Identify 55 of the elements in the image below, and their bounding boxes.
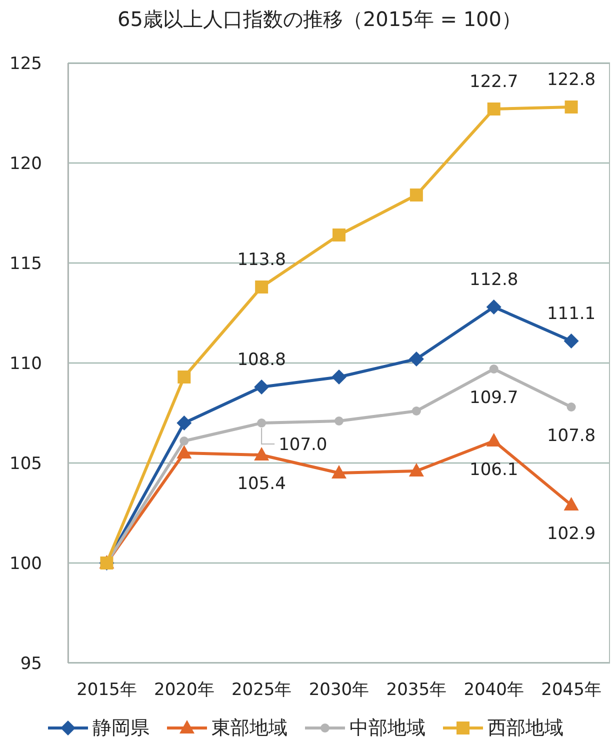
data-label: 122.7 (470, 72, 518, 92)
point (332, 370, 346, 384)
x-tick-label: 2015年 (76, 680, 137, 700)
point (410, 188, 423, 202)
y-tick-label: 120 (10, 154, 42, 174)
point (564, 334, 579, 348)
point (412, 406, 421, 416)
point (564, 100, 578, 114)
point (486, 433, 502, 446)
y-tick-label: 125 (10, 54, 42, 74)
point (254, 380, 270, 394)
y-tick-label: 115 (10, 254, 42, 274)
y-tick-label: 105 (10, 454, 42, 474)
point (332, 228, 346, 242)
chart-title: 65歳以上人口指数の推移（2015年 = 100） (116, 6, 522, 33)
legend-label: 静岡県 (92, 716, 150, 741)
data-label: 102.9 (546, 524, 596, 544)
x-tick-label: 2040年 (464, 680, 524, 700)
legend-label: 西部地域 (488, 716, 564, 741)
data-label: 106.1 (470, 460, 518, 480)
data-label: 113.8 (237, 250, 286, 270)
x-tick-label: 2030年 (308, 680, 370, 700)
data-label: 122.8 (546, 70, 596, 90)
data-label: 109.7 (470, 388, 518, 408)
y-tick-label: 95 (20, 654, 42, 674)
point (486, 300, 502, 314)
y-tick-label: 110 (10, 354, 42, 374)
point (487, 102, 500, 116)
point (334, 416, 344, 426)
point (180, 436, 189, 446)
point (255, 280, 268, 294)
point (257, 418, 266, 428)
point (178, 370, 191, 384)
point (176, 445, 192, 458)
point (332, 465, 346, 478)
data-label: 107.8 (546, 426, 596, 446)
point (564, 497, 579, 510)
legend-label: 東部地域 (212, 716, 288, 741)
x-tick-label: 2020年 (154, 680, 214, 700)
x-tick-label: 2045年 (541, 680, 602, 700)
point (408, 463, 424, 476)
y-tick-label: 100 (10, 554, 42, 574)
data-label: 111.1 (546, 304, 596, 324)
x-tick-label: 2025年 (231, 680, 292, 700)
point (408, 352, 424, 366)
point (566, 402, 576, 412)
data-label: 107.0 (278, 434, 328, 455)
data-label: 108.8 (237, 350, 286, 370)
point (176, 416, 192, 430)
point (489, 364, 498, 374)
x-tick-label: 2035年 (386, 680, 447, 700)
data-label: 112.8 (470, 270, 518, 290)
data-label: 105.4 (237, 474, 286, 494)
point (254, 447, 270, 460)
legend-label: 中部地域 (350, 716, 426, 741)
